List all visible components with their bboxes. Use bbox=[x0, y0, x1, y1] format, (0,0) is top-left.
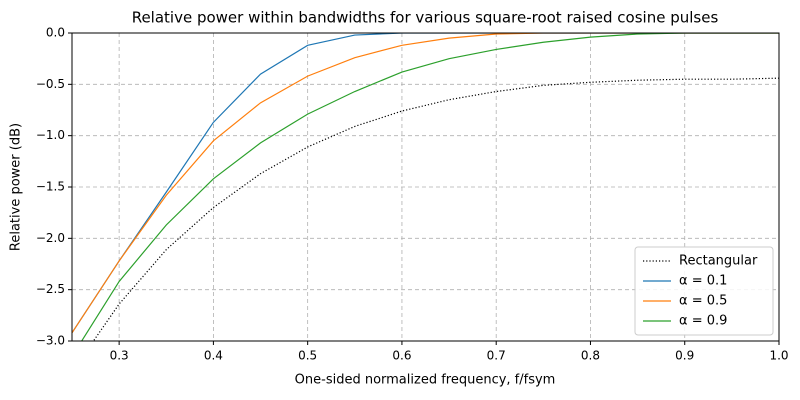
legend-label: Rectangular bbox=[679, 254, 758, 269]
legend-box bbox=[634, 246, 774, 336]
x-tick-label: 0.3 bbox=[110, 349, 129, 363]
plot-lines bbox=[72, 33, 779, 341]
series-line bbox=[92, 77, 779, 341]
y-axis-label: Relative power (dB) bbox=[9, 123, 24, 251]
x-tick-label: 0.7 bbox=[487, 349, 506, 363]
x-tick-label: 0.9 bbox=[675, 349, 694, 363]
legend-label: α = 0.1 bbox=[679, 274, 727, 289]
y-tick-label: 0.0 bbox=[46, 26, 65, 40]
x-tick-label: 0.6 bbox=[392, 349, 411, 363]
y-tick-label: −2.5 bbox=[36, 282, 65, 296]
ticks: 0.3 0.4 0.5 0.6 0.7 0.8 0.9 1.0 0.0 −0.5 −1.0 −1.5 −… bbox=[36, 26, 789, 363]
chart-title: Relative power within bandwidths for var… bbox=[132, 9, 719, 27]
series-line bbox=[72, 33, 779, 334]
y-tick-label: −1.0 bbox=[36, 128, 65, 142]
x-tick-label: 1.0 bbox=[769, 349, 788, 363]
legend-label: α = 0.9 bbox=[679, 314, 727, 329]
x-axis-label: One-sided normalized frequency, f/fsym bbox=[295, 373, 556, 388]
x-tick-label: 0.5 bbox=[298, 349, 317, 363]
y-tick-label: −1.5 bbox=[36, 180, 65, 194]
legend: Rectangular α = 0.1 α = 0.5 α = 0.9 bbox=[634, 246, 774, 336]
legend-label: α = 0.5 bbox=[679, 294, 727, 309]
x-tick-label: 0.4 bbox=[204, 349, 223, 363]
y-tick-label: −0.5 bbox=[36, 77, 65, 91]
x-tick-label: 0.8 bbox=[581, 349, 600, 363]
series-line bbox=[72, 33, 779, 334]
series-line bbox=[80, 33, 779, 341]
y-tick-label: −3.0 bbox=[36, 334, 65, 348]
y-tick-label: −2.0 bbox=[36, 231, 65, 245]
